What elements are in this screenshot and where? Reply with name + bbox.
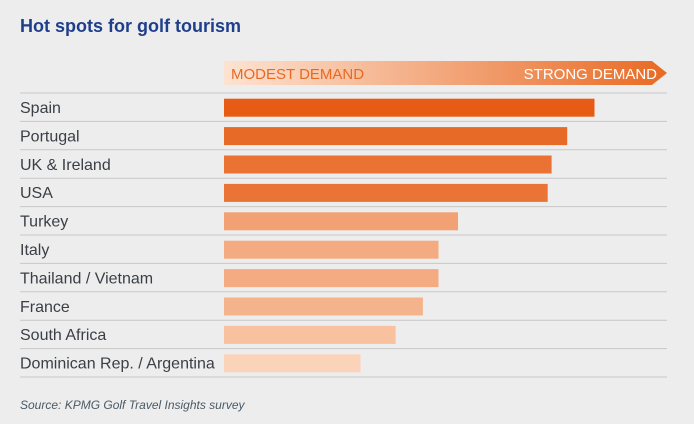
category-label: Spain xyxy=(20,100,61,117)
source-note: Source: KPMG Golf Travel Insights survey xyxy=(20,398,245,412)
category-label: UK & Ireland xyxy=(20,157,111,174)
bar xyxy=(224,269,439,288)
bar xyxy=(224,98,595,117)
category-label: Portugal xyxy=(20,128,80,145)
category-label: South Africa xyxy=(20,327,106,344)
scale-label-strong: STRONG DEMAND xyxy=(524,66,658,83)
bar xyxy=(224,325,396,344)
category-label: Dominican Rep. / Argentina xyxy=(20,356,215,373)
bar xyxy=(224,354,361,373)
category-label: Italy xyxy=(20,242,49,259)
bar xyxy=(224,212,458,231)
demand-scale-arrow xyxy=(224,61,667,85)
scale-label-modest: MODEST DEMAND xyxy=(231,66,364,83)
chart-title: Hot spots for golf tourism xyxy=(20,16,241,36)
bar xyxy=(224,183,548,202)
category-label: Turkey xyxy=(20,214,68,231)
category-label: USA xyxy=(20,185,53,202)
bar xyxy=(224,240,439,259)
category-label: Thailand / Vietnam xyxy=(20,270,153,287)
bar xyxy=(224,297,423,316)
category-label: France xyxy=(20,299,70,316)
bar xyxy=(224,127,568,146)
bar xyxy=(224,155,552,174)
